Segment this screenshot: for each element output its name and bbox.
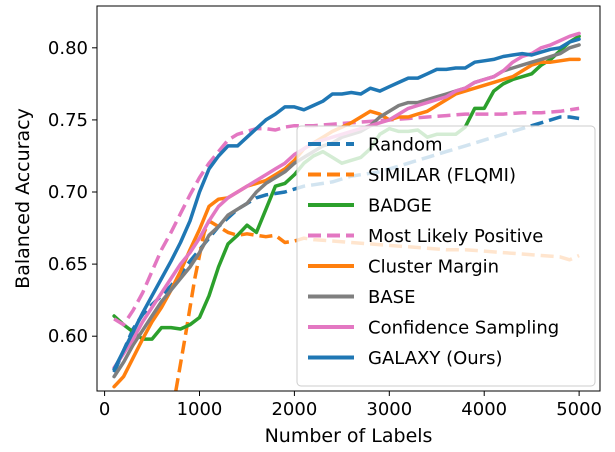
series-line-cluster-margin	[112, 57, 581, 389]
y-axis-label: Balanced Accuracy	[12, 108, 34, 289]
legend-box	[296, 125, 596, 387]
plot-frame	[96, 5, 601, 392]
series-line-galaxy-ours	[112, 37, 581, 372]
x-tick-label: 2000	[271, 399, 317, 420]
y-tick-label: 0.65	[48, 254, 88, 275]
x-axis-label: Number of Labels	[265, 425, 433, 447]
y-tick-label: 0.70	[48, 182, 88, 203]
x-tick-label: 5000	[556, 399, 602, 420]
y-tick-label: 0.80	[48, 38, 88, 59]
y-tick-label: 0.75	[48, 110, 88, 131]
series-line-most-likely-positive	[113, 106, 580, 327]
legend-label: BASE	[368, 287, 415, 308]
x-tick-label: 3000	[366, 399, 412, 420]
legend: Random SIMILAR (FLQMI) BADGE Most Likely Po…	[296, 125, 596, 387]
x-tick-label: 4000	[461, 399, 507, 420]
x-tick-label: 0	[99, 399, 110, 420]
legend-label: Cluster Margin	[368, 257, 499, 278]
legend-label: Random	[368, 135, 443, 156]
legend-label: GALAXY (Ours)	[368, 348, 502, 369]
y-tick-label: 0.60	[48, 326, 88, 347]
legend-label: BADGE	[368, 196, 432, 217]
x-tick-label: 1000	[177, 399, 223, 420]
legend-label: SIMILAR (FLQMI)	[368, 165, 516, 186]
legend-label: Confidence Sampling	[368, 318, 559, 339]
legend-label: Most Likely Positive	[368, 226, 543, 247]
axis-ticks: 0 1000 2000 3000 4000 5000 0.60 0.65 0.70 0.75 0.8…	[48, 38, 602, 420]
